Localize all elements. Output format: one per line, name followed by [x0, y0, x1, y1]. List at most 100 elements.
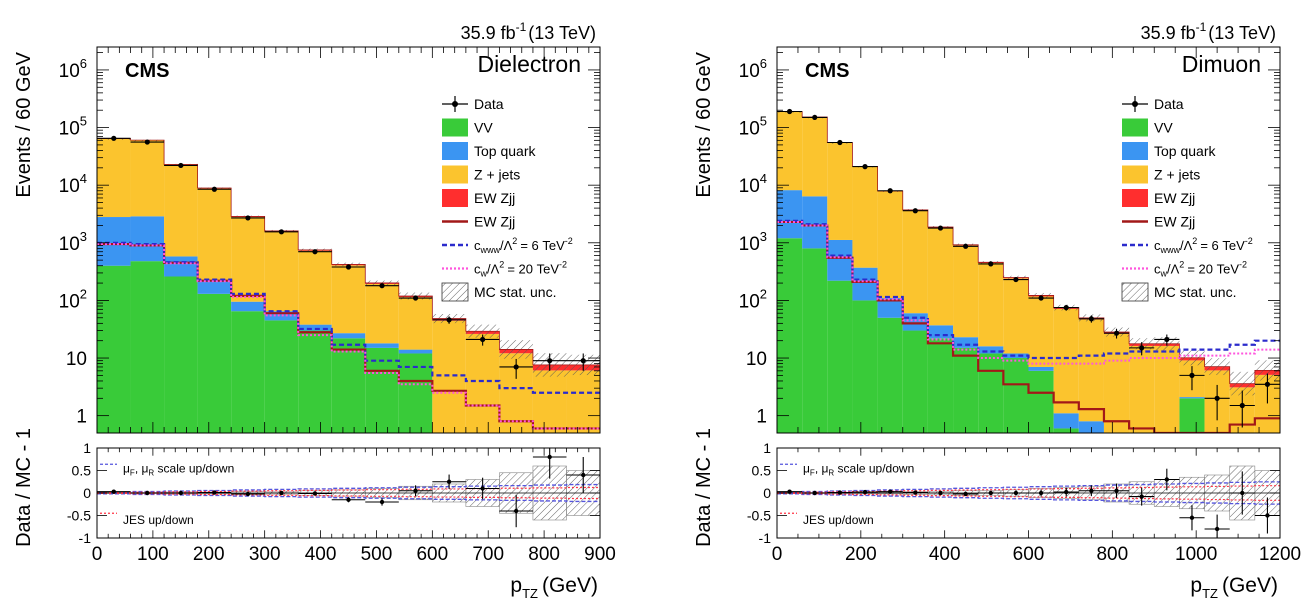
stack-bar-vv	[777, 238, 802, 433]
ratio-legend-mu-rest: scale up/down	[154, 461, 234, 475]
stack-bar-vv	[1054, 428, 1079, 433]
energy-label: (13 TeV)	[528, 23, 596, 43]
data-point	[837, 140, 842, 145]
stack-bar-vv	[198, 294, 232, 433]
ratio-point	[1139, 494, 1143, 498]
ratio-y-tick-label: 1	[763, 440, 771, 456]
stack-bar-top	[777, 190, 802, 238]
ratio-point	[1089, 489, 1093, 493]
legend-label-cw: cw/Λ2= 20 TeV-2	[1154, 260, 1247, 279]
legend-label-top: Top quark	[474, 143, 536, 159]
data-point	[1164, 337, 1169, 342]
stack-bar-vv	[827, 281, 852, 433]
ratio-legend-mu-rest: scale up/down	[834, 461, 914, 475]
data-point	[1089, 316, 1094, 321]
data-point	[1114, 331, 1119, 336]
legend-label-ewzjj: EW Zjj	[474, 190, 515, 206]
y-axis-label: Events / 60 GeV	[693, 51, 715, 197]
y-axis-label: Events / 60 GeV	[13, 51, 35, 197]
ratio-y-tick-label: 0.5	[72, 463, 92, 479]
x-tick-label: 200	[193, 544, 225, 565]
stack-bar-vv	[1003, 358, 1028, 433]
stack-bar-top	[802, 196, 827, 248]
data-point	[312, 249, 317, 254]
stack-bar-top	[928, 325, 953, 338]
x-axis-label: pTZ(GeV)	[510, 574, 598, 601]
lumi-label: 35.9 fb-1(13 TeV)	[461, 20, 596, 43]
x-tick-label: 1000	[1175, 544, 1217, 565]
stack-bar-top	[827, 240, 852, 281]
data-point	[1038, 295, 1043, 300]
data-point	[1265, 382, 1270, 387]
x-tick-label: 500	[361, 544, 393, 565]
y-tick-label-base: 10	[739, 119, 760, 140]
stack-bar-vv	[1179, 398, 1204, 433]
stack-bar-vv	[97, 266, 131, 433]
ratio-point	[548, 455, 552, 459]
stack-bar-top	[852, 268, 877, 301]
lumi-label-value: 35.9 fb	[1141, 23, 1196, 43]
data-point	[988, 261, 993, 266]
data-point	[145, 139, 150, 144]
ratio-y-axis-label: Data / MC - 1	[693, 428, 715, 547]
stack-bar-zjets	[231, 217, 265, 302]
y-tick-label-base: 10	[739, 291, 760, 312]
data-point	[1064, 305, 1069, 310]
x-tick-label: 600	[416, 544, 448, 565]
ratio-y-tick-label: 0	[763, 485, 771, 501]
data-point	[1013, 277, 1018, 282]
data-point	[447, 317, 452, 322]
ratio-point	[447, 480, 451, 484]
ratio-point	[514, 509, 518, 513]
stack-bar-zjets	[265, 232, 299, 312]
ratio-point	[480, 486, 484, 490]
x-tick-label: 600	[1013, 544, 1045, 565]
ratio-y-tick-label: 0	[83, 485, 91, 501]
stack-bar-zjets	[852, 167, 877, 268]
legend-label-cw-sq: 2	[1179, 260, 1184, 270]
legend-label-ewzjj: EW Zjj	[1154, 190, 1195, 206]
x-axis-label-unit: (GeV)	[1222, 574, 1278, 597]
ratio-y-tick-label: -0.5	[747, 508, 771, 524]
x-tick-label: 900	[584, 544, 616, 565]
data-point	[111, 136, 116, 141]
data-point	[245, 215, 250, 220]
x-axis-label-unit: (GeV)	[542, 574, 598, 597]
data-point	[178, 163, 183, 168]
stack-bar-zjets	[164, 165, 198, 257]
legend-label-zjets: Z + jets	[474, 167, 520, 183]
stack-bar-zjets	[533, 370, 567, 433]
data-point	[1189, 373, 1194, 378]
legend-label-cwww-exp: -2	[565, 236, 573, 246]
stack-bar-zjets	[1104, 334, 1129, 433]
y-tick-label: 105	[59, 114, 87, 140]
stack-bar-top	[131, 216, 165, 261]
y-tick-label-base: 1	[76, 407, 87, 428]
lumi-label-sup: -1	[1196, 20, 1207, 34]
ratio-point	[380, 500, 384, 504]
legend-label-cwww-rest: /Λ	[1180, 238, 1193, 253]
stack-bar-vv	[852, 300, 877, 433]
x-tick-label: 100	[137, 544, 169, 565]
stack-bar-zjets	[399, 297, 433, 349]
ratio-point	[989, 491, 993, 495]
cms-label: CMS	[805, 60, 849, 82]
legend-label-cwww-exp: -2	[1245, 236, 1253, 246]
legend-label-cwww: cwww/Λ2= 6 TeV-2	[474, 236, 573, 255]
legend-label-zjets: Z + jets	[1154, 167, 1200, 183]
y-tick-label-base: 10	[59, 234, 80, 255]
legend-swatch-data-marker	[1132, 101, 1138, 107]
stack-bar-zjets	[978, 263, 1003, 346]
stack-bar-zjets	[802, 117, 827, 196]
legend-label-ewzjj_line: EW Zjj	[1154, 214, 1195, 230]
ratio-point	[1240, 491, 1244, 495]
y-tick-label-base: 10	[59, 176, 80, 197]
stack-bar-vv	[978, 353, 1003, 433]
legend-swatch-vv	[1122, 119, 1148, 137]
y-tick-label-base: 10	[739, 61, 760, 82]
legend-label-cw-val: = 20 TeV	[1187, 262, 1239, 277]
stack-bar-top	[97, 217, 131, 266]
x-tick-label: 300	[249, 544, 281, 565]
x-tick-label: 700	[472, 544, 504, 565]
